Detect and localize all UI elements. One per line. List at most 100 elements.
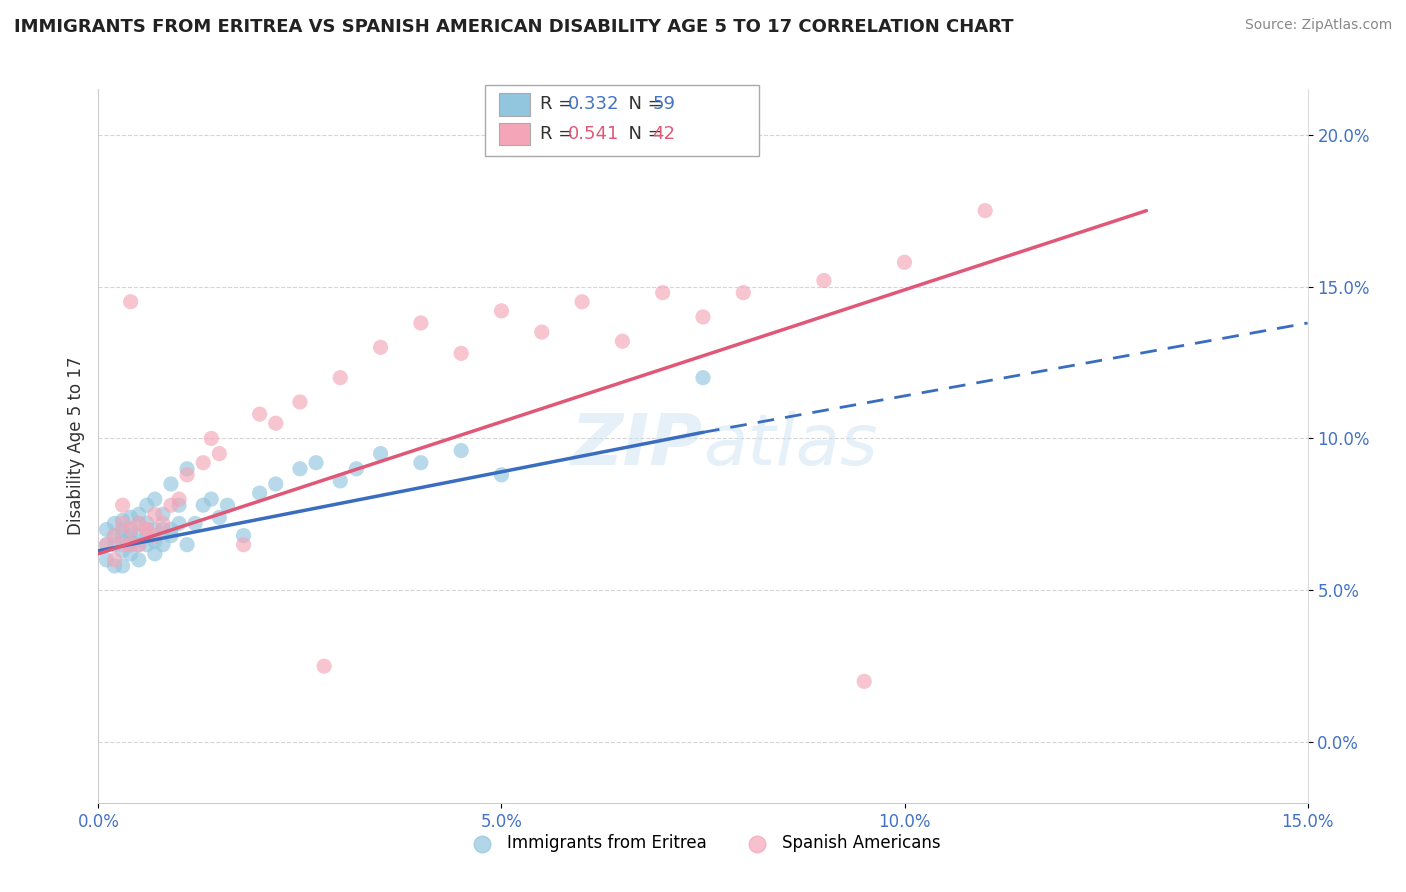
Point: [103, 528, 125, 542]
Point: [692, 310, 714, 324]
Point: [249, 407, 271, 421]
Point: [571, 294, 593, 309]
Point: [135, 523, 157, 537]
Text: atlas: atlas: [703, 411, 877, 481]
Point: [96, 538, 118, 552]
Point: [264, 416, 287, 430]
Point: [120, 547, 142, 561]
Point: [232, 528, 254, 542]
Point: [160, 477, 183, 491]
Point: [111, 498, 134, 512]
Point: [120, 510, 142, 524]
Point: [152, 508, 174, 522]
Point: [288, 462, 311, 476]
Point: [103, 553, 125, 567]
Point: [152, 516, 174, 531]
Point: [111, 513, 134, 527]
Point: [491, 467, 513, 482]
Y-axis label: Disability Age 5 to 17: Disability Age 5 to 17: [66, 357, 84, 535]
Point: [103, 528, 125, 542]
Point: [135, 516, 157, 531]
Point: [329, 370, 352, 384]
Point: [120, 528, 142, 542]
Point: [143, 547, 166, 561]
Point: [853, 674, 876, 689]
Point: [111, 543, 134, 558]
Point: [120, 538, 142, 552]
Point: [96, 523, 118, 537]
Point: [111, 558, 134, 573]
Text: 59: 59: [652, 95, 675, 113]
Point: [111, 523, 134, 537]
Point: [128, 508, 150, 522]
Point: [232, 538, 254, 552]
Point: [103, 538, 125, 552]
Point: [370, 340, 392, 354]
Point: [167, 498, 190, 512]
Point: [143, 492, 166, 507]
Point: [409, 316, 432, 330]
Point: [135, 498, 157, 512]
Point: [128, 538, 150, 552]
Point: [160, 498, 183, 512]
Text: 0.541: 0.541: [568, 125, 620, 143]
Point: [208, 447, 231, 461]
Point: [733, 285, 755, 300]
Point: [409, 456, 432, 470]
Point: [111, 528, 134, 542]
Point: [305, 456, 328, 470]
Point: [96, 538, 118, 552]
Point: [893, 255, 915, 269]
Point: [193, 456, 215, 470]
Point: [217, 498, 239, 512]
Point: [176, 538, 198, 552]
Point: [184, 516, 207, 531]
Point: [120, 534, 142, 549]
Point: [491, 304, 513, 318]
Text: IMMIGRANTS FROM ERITREA VS SPANISH AMERICAN DISABILITY AGE 5 TO 17 CORRELATION C: IMMIGRANTS FROM ERITREA VS SPANISH AMERI…: [14, 18, 1014, 36]
Point: [160, 523, 183, 537]
Point: [193, 498, 215, 512]
Point: [167, 492, 190, 507]
Point: [176, 467, 198, 482]
Point: [135, 523, 157, 537]
Point: [128, 516, 150, 531]
Point: [152, 523, 174, 537]
Point: [143, 523, 166, 537]
Point: [200, 431, 222, 445]
Point: [111, 538, 134, 552]
Point: [135, 528, 157, 542]
Point: [120, 538, 142, 552]
Text: Source: ZipAtlas.com: Source: ZipAtlas.com: [1244, 18, 1392, 32]
Point: [143, 528, 166, 542]
Point: [176, 462, 198, 476]
Point: [103, 558, 125, 573]
Point: [135, 538, 157, 552]
Point: [152, 538, 174, 552]
Point: [120, 523, 142, 537]
Point: [200, 492, 222, 507]
Point: [450, 346, 472, 360]
Point: [612, 334, 634, 349]
Text: N =: N =: [617, 125, 669, 143]
Point: [370, 447, 392, 461]
Point: [111, 534, 134, 549]
Point: [167, 516, 190, 531]
Point: [128, 516, 150, 531]
Point: [264, 477, 287, 491]
Point: [143, 508, 166, 522]
Point: [249, 486, 271, 500]
Point: [111, 516, 134, 531]
Text: ZIP: ZIP: [571, 411, 703, 481]
Point: [329, 474, 352, 488]
Point: [96, 553, 118, 567]
Point: [160, 528, 183, 542]
Point: [128, 538, 150, 552]
Text: 0.332: 0.332: [568, 95, 620, 113]
Point: [344, 462, 367, 476]
Point: [120, 523, 142, 537]
Point: [530, 325, 553, 339]
Point: [813, 273, 835, 287]
Point: [288, 395, 311, 409]
Point: [692, 370, 714, 384]
